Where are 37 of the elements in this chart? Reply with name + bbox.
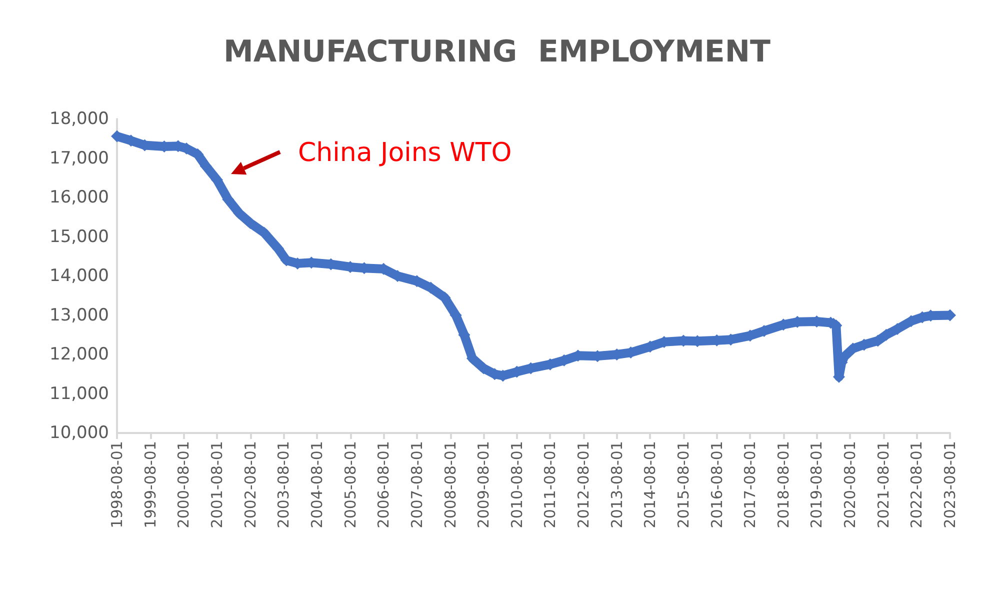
y-tick-label: 18,000: [50, 109, 109, 129]
x-tick-label: 2022-08-01: [908, 441, 926, 528]
y-tick-label: 13,000: [50, 305, 109, 326]
x-tick-label: 2011-08-01: [541, 441, 560, 528]
annotation: China Joins WTO: [298, 138, 512, 168]
x-tick-label: 2007-08-01: [408, 441, 426, 528]
x-tick-label: 2010-08-01: [508, 441, 526, 528]
x-tick-label: 2012-08-01: [574, 441, 593, 528]
x-tick-label: 2014-08-01: [641, 441, 660, 528]
y-tick-label: 15,000: [50, 226, 109, 247]
x-tick-label: 2003-08-01: [274, 441, 293, 528]
x-tick-label: 2001-08-01: [208, 441, 226, 528]
x-tick-label: 2017-08-01: [741, 441, 760, 528]
y-tick-label: 16,000: [50, 188, 109, 208]
x-tick-label: 2013-08-01: [608, 441, 626, 528]
x-tick-label: 2000-08-01: [174, 441, 193, 528]
x-tick-label: 2019-08-01: [808, 441, 826, 528]
chart-title: MANUFACTURING EMPLOYMENT: [224, 34, 772, 70]
x-tick-label: 2006-08-01: [374, 441, 393, 528]
x-tick-label: 2009-08-01: [474, 441, 493, 528]
x-tick-label: 1999-08-01: [141, 441, 160, 528]
x-tick-label: 2020-08-01: [841, 441, 860, 528]
x-tick-label: 2018-08-01: [774, 441, 792, 528]
x-tick-label: 2004-08-01: [308, 441, 326, 528]
y-tick-label: 10,000: [50, 423, 109, 443]
x-tick-label: 2008-08-01: [441, 441, 460, 528]
y-tick-label: 14,000: [50, 266, 109, 286]
y-tick-label: 12,000: [50, 344, 109, 364]
x-tick-label: 1998-08-01: [108, 441, 126, 528]
x-tick-label: 2021-08-01: [874, 441, 892, 528]
x-tick-label: 2016-08-01: [708, 441, 726, 528]
x-tick-label: 2005-08-01: [341, 441, 360, 528]
y-tick-label: 17,000: [50, 148, 109, 168]
x-tick-label: 2002-08-01: [241, 441, 260, 528]
x-tick-label: 2015-08-01: [674, 441, 692, 528]
x-tick-label: 2023-08-01: [941, 441, 959, 528]
y-tick-label: 11,000: [50, 384, 109, 404]
